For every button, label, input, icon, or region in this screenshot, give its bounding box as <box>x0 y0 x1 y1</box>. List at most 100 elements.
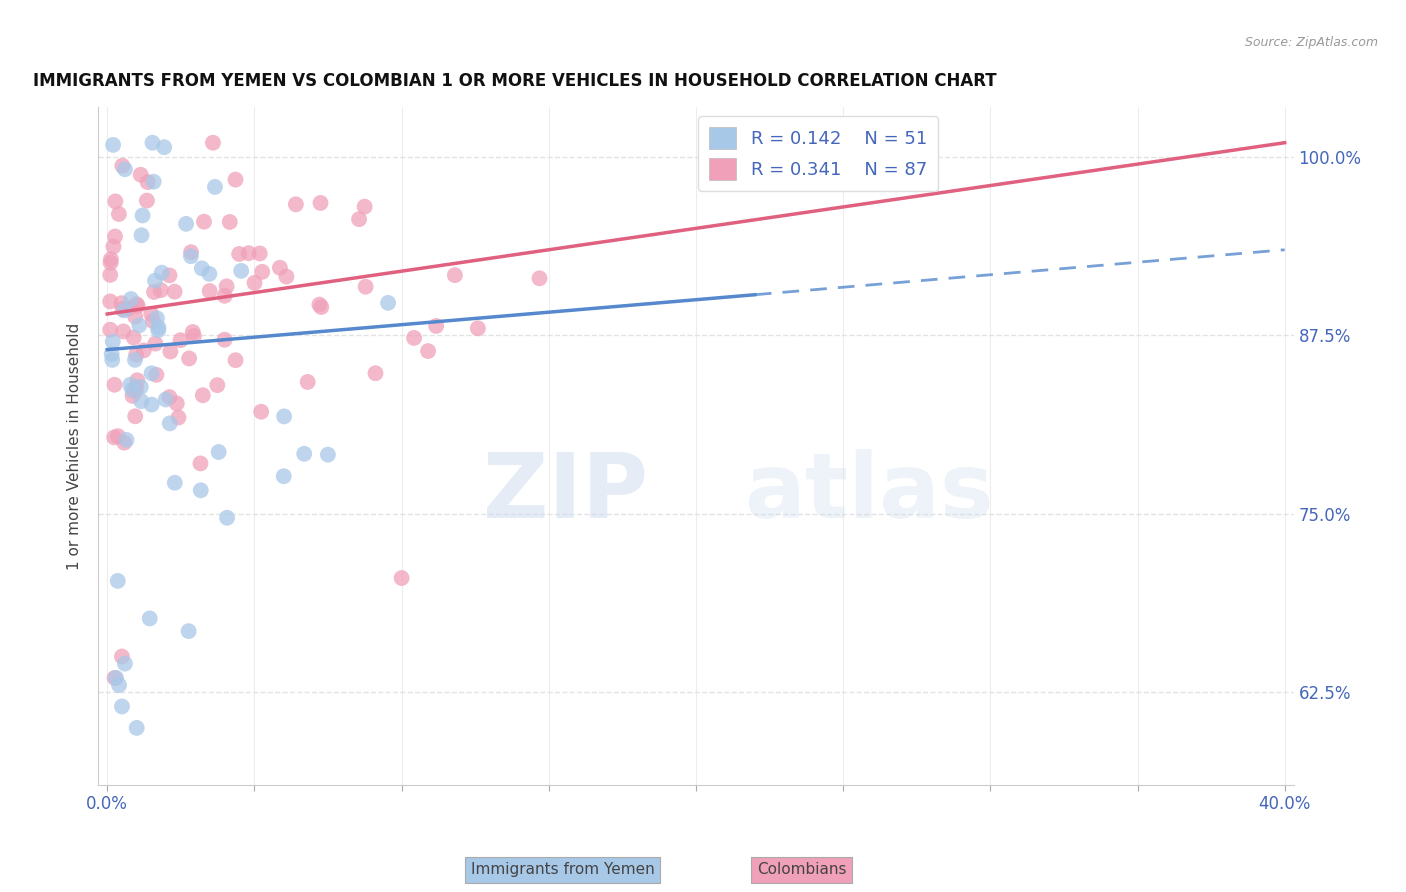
Point <box>112 435 135 450</box>
Point <box>148 320 170 334</box>
Point <box>132 343 155 358</box>
Point <box>121 389 143 403</box>
Point <box>125 297 148 311</box>
Point <box>101 352 124 367</box>
Point <box>364 366 387 380</box>
Point <box>191 388 214 402</box>
Point <box>250 265 273 279</box>
Point <box>98 268 121 282</box>
Point <box>159 268 181 283</box>
Point <box>103 377 125 392</box>
Point <box>377 296 399 310</box>
Point <box>155 392 177 407</box>
Point <box>347 212 370 227</box>
Text: Source: ZipAtlas.com: Source: ZipAtlas.com <box>1244 36 1378 49</box>
Point <box>103 239 125 253</box>
Point <box>467 321 489 335</box>
Point <box>238 246 260 260</box>
Point <box>217 510 239 524</box>
Point <box>136 175 159 189</box>
Point <box>118 301 141 316</box>
Point <box>142 314 165 328</box>
Point <box>190 457 212 471</box>
Point <box>114 162 136 177</box>
Point <box>110 296 132 310</box>
Point <box>149 283 172 297</box>
Point <box>529 271 551 285</box>
Point <box>131 209 153 223</box>
Point <box>180 249 202 263</box>
Text: atlas: atlas <box>744 450 994 538</box>
Point <box>141 366 163 380</box>
Point <box>250 405 273 419</box>
Point <box>150 266 173 280</box>
Text: IMMIGRANTS FROM YEMEN VS COLOMBIAN 1 OR MORE VEHICLES IN HOUSEHOLD CORRELATION C: IMMIGRANTS FROM YEMEN VS COLOMBIAN 1 OR … <box>32 72 997 90</box>
Point <box>129 380 152 394</box>
Point <box>104 229 127 244</box>
Point <box>311 300 333 314</box>
Point <box>98 294 121 309</box>
Point <box>141 307 163 321</box>
Point <box>180 245 202 260</box>
Point <box>159 344 181 359</box>
Point <box>190 483 212 498</box>
Y-axis label: 1 or more Vehicles in Household: 1 or more Vehicles in Household <box>67 322 83 570</box>
Point <box>100 252 122 267</box>
Point <box>316 448 339 462</box>
Point <box>111 649 134 664</box>
Point <box>174 217 197 231</box>
Point <box>425 318 447 333</box>
Point <box>141 136 163 150</box>
Point <box>218 215 240 229</box>
Point <box>108 207 131 221</box>
Point <box>273 409 295 424</box>
Point <box>308 297 330 311</box>
Point <box>104 671 127 685</box>
Point <box>215 279 238 293</box>
Point <box>416 344 439 359</box>
Legend: R = 0.142    N = 51, R = 0.341    N = 87: R = 0.142 N = 51, R = 0.341 N = 87 <box>699 116 938 191</box>
Point <box>98 323 121 337</box>
Point <box>124 409 146 424</box>
Point <box>142 175 165 189</box>
Point <box>249 246 271 260</box>
Point <box>159 417 181 431</box>
Point <box>163 475 186 490</box>
Point <box>128 318 150 333</box>
Point <box>191 261 214 276</box>
Point <box>125 381 148 395</box>
Point <box>127 299 149 313</box>
Point <box>207 378 229 392</box>
Point <box>169 333 191 347</box>
Point <box>309 196 332 211</box>
Point <box>177 624 200 639</box>
Point <box>100 347 122 361</box>
Point <box>111 699 134 714</box>
Point <box>204 180 226 194</box>
Point <box>292 447 315 461</box>
Text: ZIP: ZIP <box>484 450 648 538</box>
Point <box>107 429 129 443</box>
Point <box>243 276 266 290</box>
Point <box>114 657 136 671</box>
Text: Colombians: Colombians <box>756 863 846 877</box>
Point <box>444 268 467 282</box>
Point <box>402 331 425 345</box>
Point <box>104 194 127 209</box>
Point <box>228 247 250 261</box>
Point <box>225 172 247 186</box>
Point <box>143 336 166 351</box>
Point <box>214 333 236 347</box>
Point <box>111 302 134 317</box>
Point <box>181 325 204 339</box>
Point <box>124 384 146 398</box>
Point <box>198 284 221 298</box>
Point <box>122 330 145 344</box>
Point <box>100 256 122 270</box>
Point <box>115 433 138 447</box>
Point <box>101 137 124 152</box>
Point <box>138 611 160 625</box>
Point <box>143 274 166 288</box>
Point <box>391 571 413 585</box>
Point <box>131 228 153 243</box>
